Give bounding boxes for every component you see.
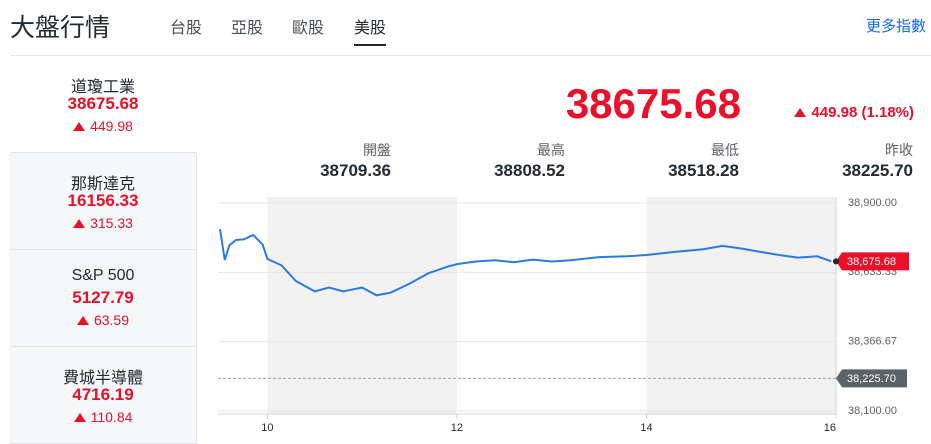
session-band (267, 197, 457, 414)
quote-price: 38675.68 (565, 80, 741, 127)
stat-value: 38225.70 (842, 161, 913, 180)
index-name: 那斯達克 (70, 176, 135, 193)
index-price: 4716.19 (72, 385, 134, 404)
index-item[interactable]: 費城半導體 4716.19 110.84 (10, 347, 197, 444)
page-title: 大盤行情 (10, 14, 111, 42)
x-tick-label: 16 (824, 422, 836, 434)
index-change: 315.33 (10, 215, 196, 231)
index-item[interactable]: 那斯達克 16156.33 315.33 (10, 153, 197, 250)
index-item[interactable]: 道瓊工業 38675.68 449.98 (10, 56, 196, 153)
index-price: 5127.79 (72, 288, 134, 307)
reference-label: 38,225.70 (847, 373, 896, 385)
tab[interactable]: 歐股 (292, 20, 325, 37)
last-label-box (836, 252, 909, 271)
index-change-value: 110.84 (90, 409, 133, 425)
stat-value: 38709.36 (320, 161, 391, 180)
stat-label: 最高 (537, 142, 565, 158)
index-change-value: 315.33 (90, 215, 133, 231)
stat-label: 最低 (711, 142, 739, 158)
index-change: 63.59 (10, 312, 196, 328)
session-band (646, 197, 836, 414)
tab[interactable]: 亞股 (231, 20, 264, 37)
index-change: 449.98 (10, 118, 196, 134)
y-tick-label: 38,100.00 (848, 405, 897, 417)
tab-selected[interactable]: 美股 (354, 14, 387, 46)
index-price: 38675.68 (67, 94, 139, 113)
index-change-value: 449.98 (90, 118, 133, 134)
stat-label: 昨收 (885, 142, 913, 158)
index-item[interactable]: S&P 500 5127.79 63.59 (10, 250, 197, 347)
stat-value: 38518.28 (668, 161, 739, 180)
index-name: 費城半導體 (62, 370, 143, 387)
index-name: S&P 500 (71, 267, 135, 284)
divider (10, 55, 931, 56)
quote-change: 449.98 (1.18%) (794, 104, 914, 121)
stat-value: 38808.52 (494, 161, 565, 180)
tab[interactable]: 台股 (170, 20, 203, 37)
index-change: 110.84 (10, 409, 196, 425)
y-tick-label: 38,366.67 (848, 336, 897, 348)
reference-label-box (836, 369, 907, 388)
last-label: 38,675.68 (847, 256, 896, 268)
last-point (833, 258, 839, 265)
y-tick-label: 38,900.00 (848, 197, 897, 209)
x-tick-label: 14 (640, 422, 652, 434)
quote-change-value: 449.98 (1.18%) (811, 104, 914, 121)
x-tick-label: 12 (451, 422, 463, 434)
price-line (219, 228, 832, 297)
index-change-value: 63.59 (93, 312, 130, 328)
stat-label: 開盤 (363, 142, 391, 158)
index-name: 道瓊工業 (70, 79, 135, 96)
index-price: 16156.33 (67, 191, 139, 210)
x-tick-label: 10 (261, 422, 273, 434)
more-link[interactable]: 更多指數 (866, 18, 927, 35)
